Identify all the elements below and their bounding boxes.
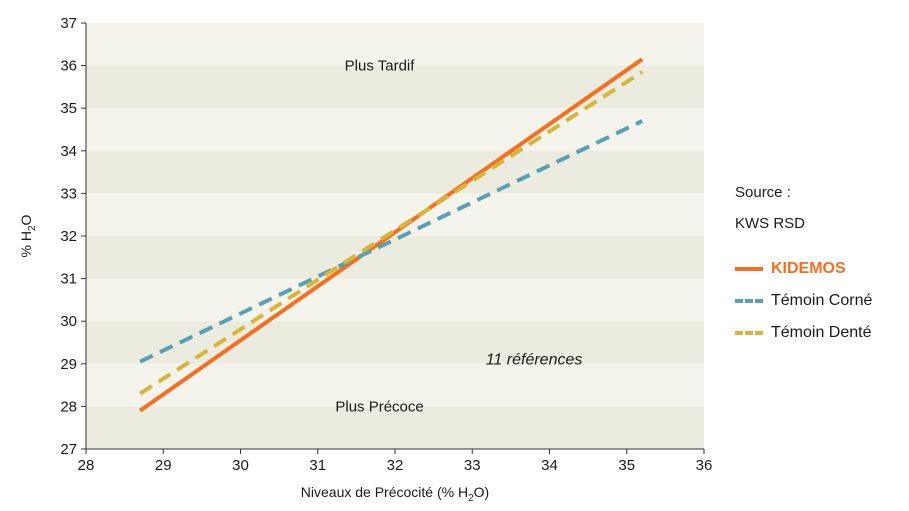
legend-label: Témoin Corné <box>771 292 873 309</box>
x-tick-label: 35 <box>618 457 635 474</box>
y-tick-label: 35 <box>60 100 77 117</box>
plot-series <box>138 57 644 413</box>
background-band <box>86 23 704 66</box>
y-tick-label: 36 <box>60 58 77 75</box>
background-band <box>86 406 704 449</box>
x-tick-label: 33 <box>464 457 481 474</box>
legend-label: KIDEMOS <box>771 260 846 277</box>
legend-label: Témoin Denté <box>771 324 872 341</box>
annotation: 11 références <box>486 352 583 369</box>
x-tick-label: 28 <box>78 457 95 474</box>
legend-swatch <box>735 331 763 335</box>
y-tick-label: 34 <box>60 143 77 160</box>
plot-annotations: Plus Tardif Plus Précoce 11 références <box>335 58 582 416</box>
y-tick-label: 27 <box>60 441 77 458</box>
y-tick-label: 28 <box>60 398 77 415</box>
x-tick-label: 31 <box>309 457 326 474</box>
y-tick-label: 31 <box>60 271 77 288</box>
x-tick-label: 30 <box>232 457 249 474</box>
x-axis-title: Niveaux de Précocité (% H2O) <box>301 484 489 504</box>
y-tick-label: 29 <box>60 356 77 373</box>
background-band <box>86 150 704 194</box>
y-tick-label: 32 <box>60 228 77 245</box>
x-tick-label: 29 <box>155 457 172 474</box>
background-band <box>86 321 704 364</box>
legend-item: Témoin Denté <box>735 322 872 344</box>
y-tick-label: 33 <box>60 185 77 202</box>
source-label: Source : <box>735 184 791 201</box>
annotation: Plus Précoce <box>335 398 423 415</box>
y-axis-title: % H2O <box>18 214 38 257</box>
background-band <box>86 236 704 279</box>
background-band <box>86 193 704 236</box>
legend-swatch <box>735 267 763 271</box>
y-tick-label: 37 <box>60 15 77 32</box>
plot-background <box>86 23 704 449</box>
background-band <box>86 363 704 407</box>
legend-swatch <box>735 299 763 303</box>
series-line-t-moin-corn- <box>139 119 644 364</box>
x-tick-label: 32 <box>387 457 404 474</box>
x-tick-label: 36 <box>696 457 713 474</box>
legend-item: KIDEMOS <box>735 258 846 280</box>
series-line-t-moin-dent- <box>138 70 644 396</box>
x-tick-label: 34 <box>541 457 558 474</box>
background-band <box>86 278 704 322</box>
y-tick-label: 30 <box>60 313 77 330</box>
legend-item: Témoin Corné <box>735 290 872 312</box>
background-band <box>86 108 704 151</box>
annotation: Plus Tardif <box>345 58 416 75</box>
source-value: KWS RSD <box>735 215 806 232</box>
